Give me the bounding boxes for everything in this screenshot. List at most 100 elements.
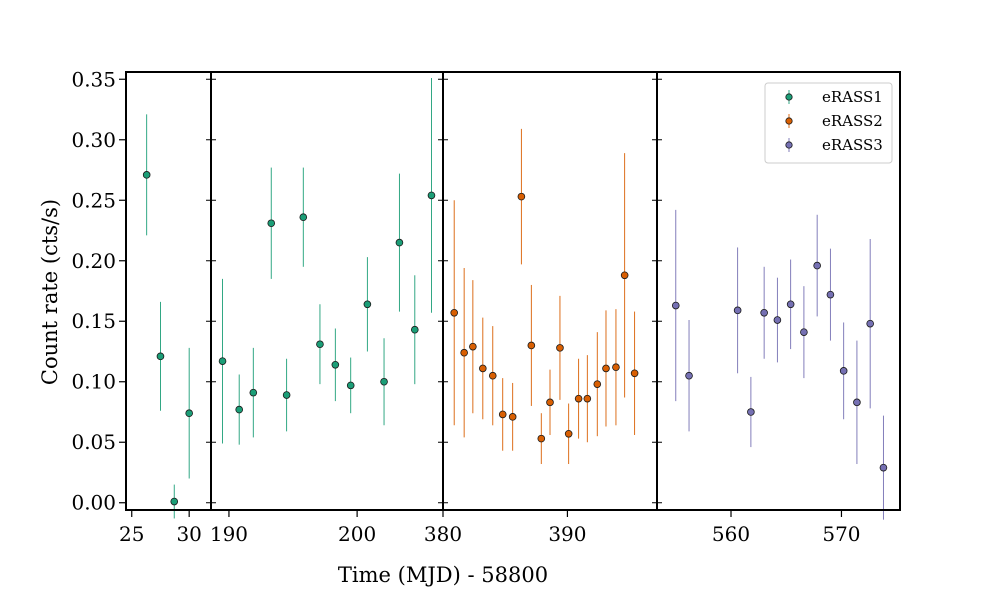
data-marker <box>527 341 536 350</box>
legend-label: eRASS1 <box>822 88 883 106</box>
data-point <box>612 309 620 426</box>
panel-3: 380 390 <box>424 71 658 546</box>
x-tick-label: 200 <box>338 522 376 546</box>
data-marker <box>813 261 821 270</box>
data-marker <box>235 405 243 414</box>
data-marker <box>826 290 835 299</box>
data-marker <box>267 219 276 228</box>
data-point <box>556 295 564 400</box>
legend-entry: eRASS2 <box>785 112 883 130</box>
data-point <box>813 214 821 317</box>
panel-4: 560 570 <box>656 71 901 546</box>
x-tick-label: 570 <box>822 522 860 546</box>
data-marker <box>331 361 340 369</box>
x-tick-label: 390 <box>548 522 586 546</box>
data-marker <box>839 367 848 375</box>
legend-label: eRASS3 <box>822 136 883 154</box>
data-marker <box>760 308 768 317</box>
data-point <box>363 257 372 352</box>
data-marker <box>546 398 554 407</box>
data-point <box>218 278 227 444</box>
data-marker <box>479 364 487 373</box>
data-point <box>537 413 546 465</box>
data-point <box>299 167 308 267</box>
data-marker <box>620 271 629 280</box>
y-tick-label: 0.15 <box>71 309 116 333</box>
data-point <box>395 173 404 312</box>
data-marker <box>583 394 592 403</box>
data-marker <box>593 380 602 388</box>
panel-frame <box>656 71 901 511</box>
data-point <box>620 153 629 398</box>
panel-2: 190 200 <box>210 71 444 546</box>
data-marker <box>733 306 742 315</box>
data-marker <box>800 328 808 336</box>
x-tick-label: 25 <box>119 522 144 546</box>
data-point <box>853 340 861 465</box>
data-marker <box>249 388 258 397</box>
data-point <box>517 128 526 265</box>
data-point <box>630 311 639 435</box>
data-point <box>593 332 602 437</box>
data-marker <box>537 434 546 443</box>
data-point <box>786 259 795 350</box>
data-point <box>156 301 165 411</box>
data-point <box>760 266 768 359</box>
data-marker <box>517 192 526 201</box>
data-marker <box>879 463 888 472</box>
y-tick-label: 0.20 <box>71 249 116 273</box>
data-marker <box>747 408 755 416</box>
legend: eRASS1 eRASS2 eRASS3 <box>764 82 893 164</box>
data-point <box>527 284 536 406</box>
data-point <box>316 304 324 385</box>
legend-label: eRASS2 <box>822 112 883 130</box>
data-point <box>508 382 517 451</box>
data-point <box>331 328 340 402</box>
data-point <box>671 209 680 402</box>
data-point <box>879 415 888 520</box>
data-marker <box>450 308 458 317</box>
data-point <box>826 248 835 341</box>
data-marker <box>427 191 436 200</box>
data-point <box>574 358 583 439</box>
data-marker <box>556 344 564 352</box>
y-tick-label: 0.10 <box>71 370 116 394</box>
data-marker <box>142 171 151 179</box>
data-marker <box>282 391 291 399</box>
data-point <box>142 114 151 236</box>
data-marker <box>316 340 324 349</box>
data-marker <box>380 377 388 386</box>
data-point <box>427 78 436 313</box>
data-marker <box>671 301 680 310</box>
data-marker <box>564 429 573 438</box>
data-marker <box>170 497 179 506</box>
data-marker <box>299 213 308 221</box>
data-marker <box>346 381 355 390</box>
panel-frame <box>125 71 212 511</box>
data-point <box>450 200 458 426</box>
y-tick-label: 0.35 <box>71 67 116 91</box>
data-marker <box>685 371 693 380</box>
data-point <box>800 286 808 379</box>
data-marker <box>786 300 795 309</box>
legend-frame <box>764 82 893 164</box>
data-point <box>498 378 507 451</box>
data-point <box>249 347 258 438</box>
y-axis-label: Count rate (cts/s) <box>38 199 62 385</box>
data-point <box>747 376 755 448</box>
data-point <box>479 317 487 420</box>
data-point <box>839 322 848 420</box>
panel-frame <box>210 71 444 511</box>
data-point <box>411 275 419 385</box>
data-marker <box>853 398 861 407</box>
legend-entry: eRASS1 <box>785 88 883 106</box>
y-tick-label: 0.05 <box>71 430 116 454</box>
data-point <box>733 247 742 374</box>
legend-entry: eRASS3 <box>785 136 883 154</box>
data-point <box>773 277 782 363</box>
data-marker <box>363 300 372 309</box>
x-tick-label: 30 <box>176 522 201 546</box>
data-point <box>602 310 610 427</box>
data-marker <box>498 410 507 419</box>
data-point <box>583 355 592 443</box>
